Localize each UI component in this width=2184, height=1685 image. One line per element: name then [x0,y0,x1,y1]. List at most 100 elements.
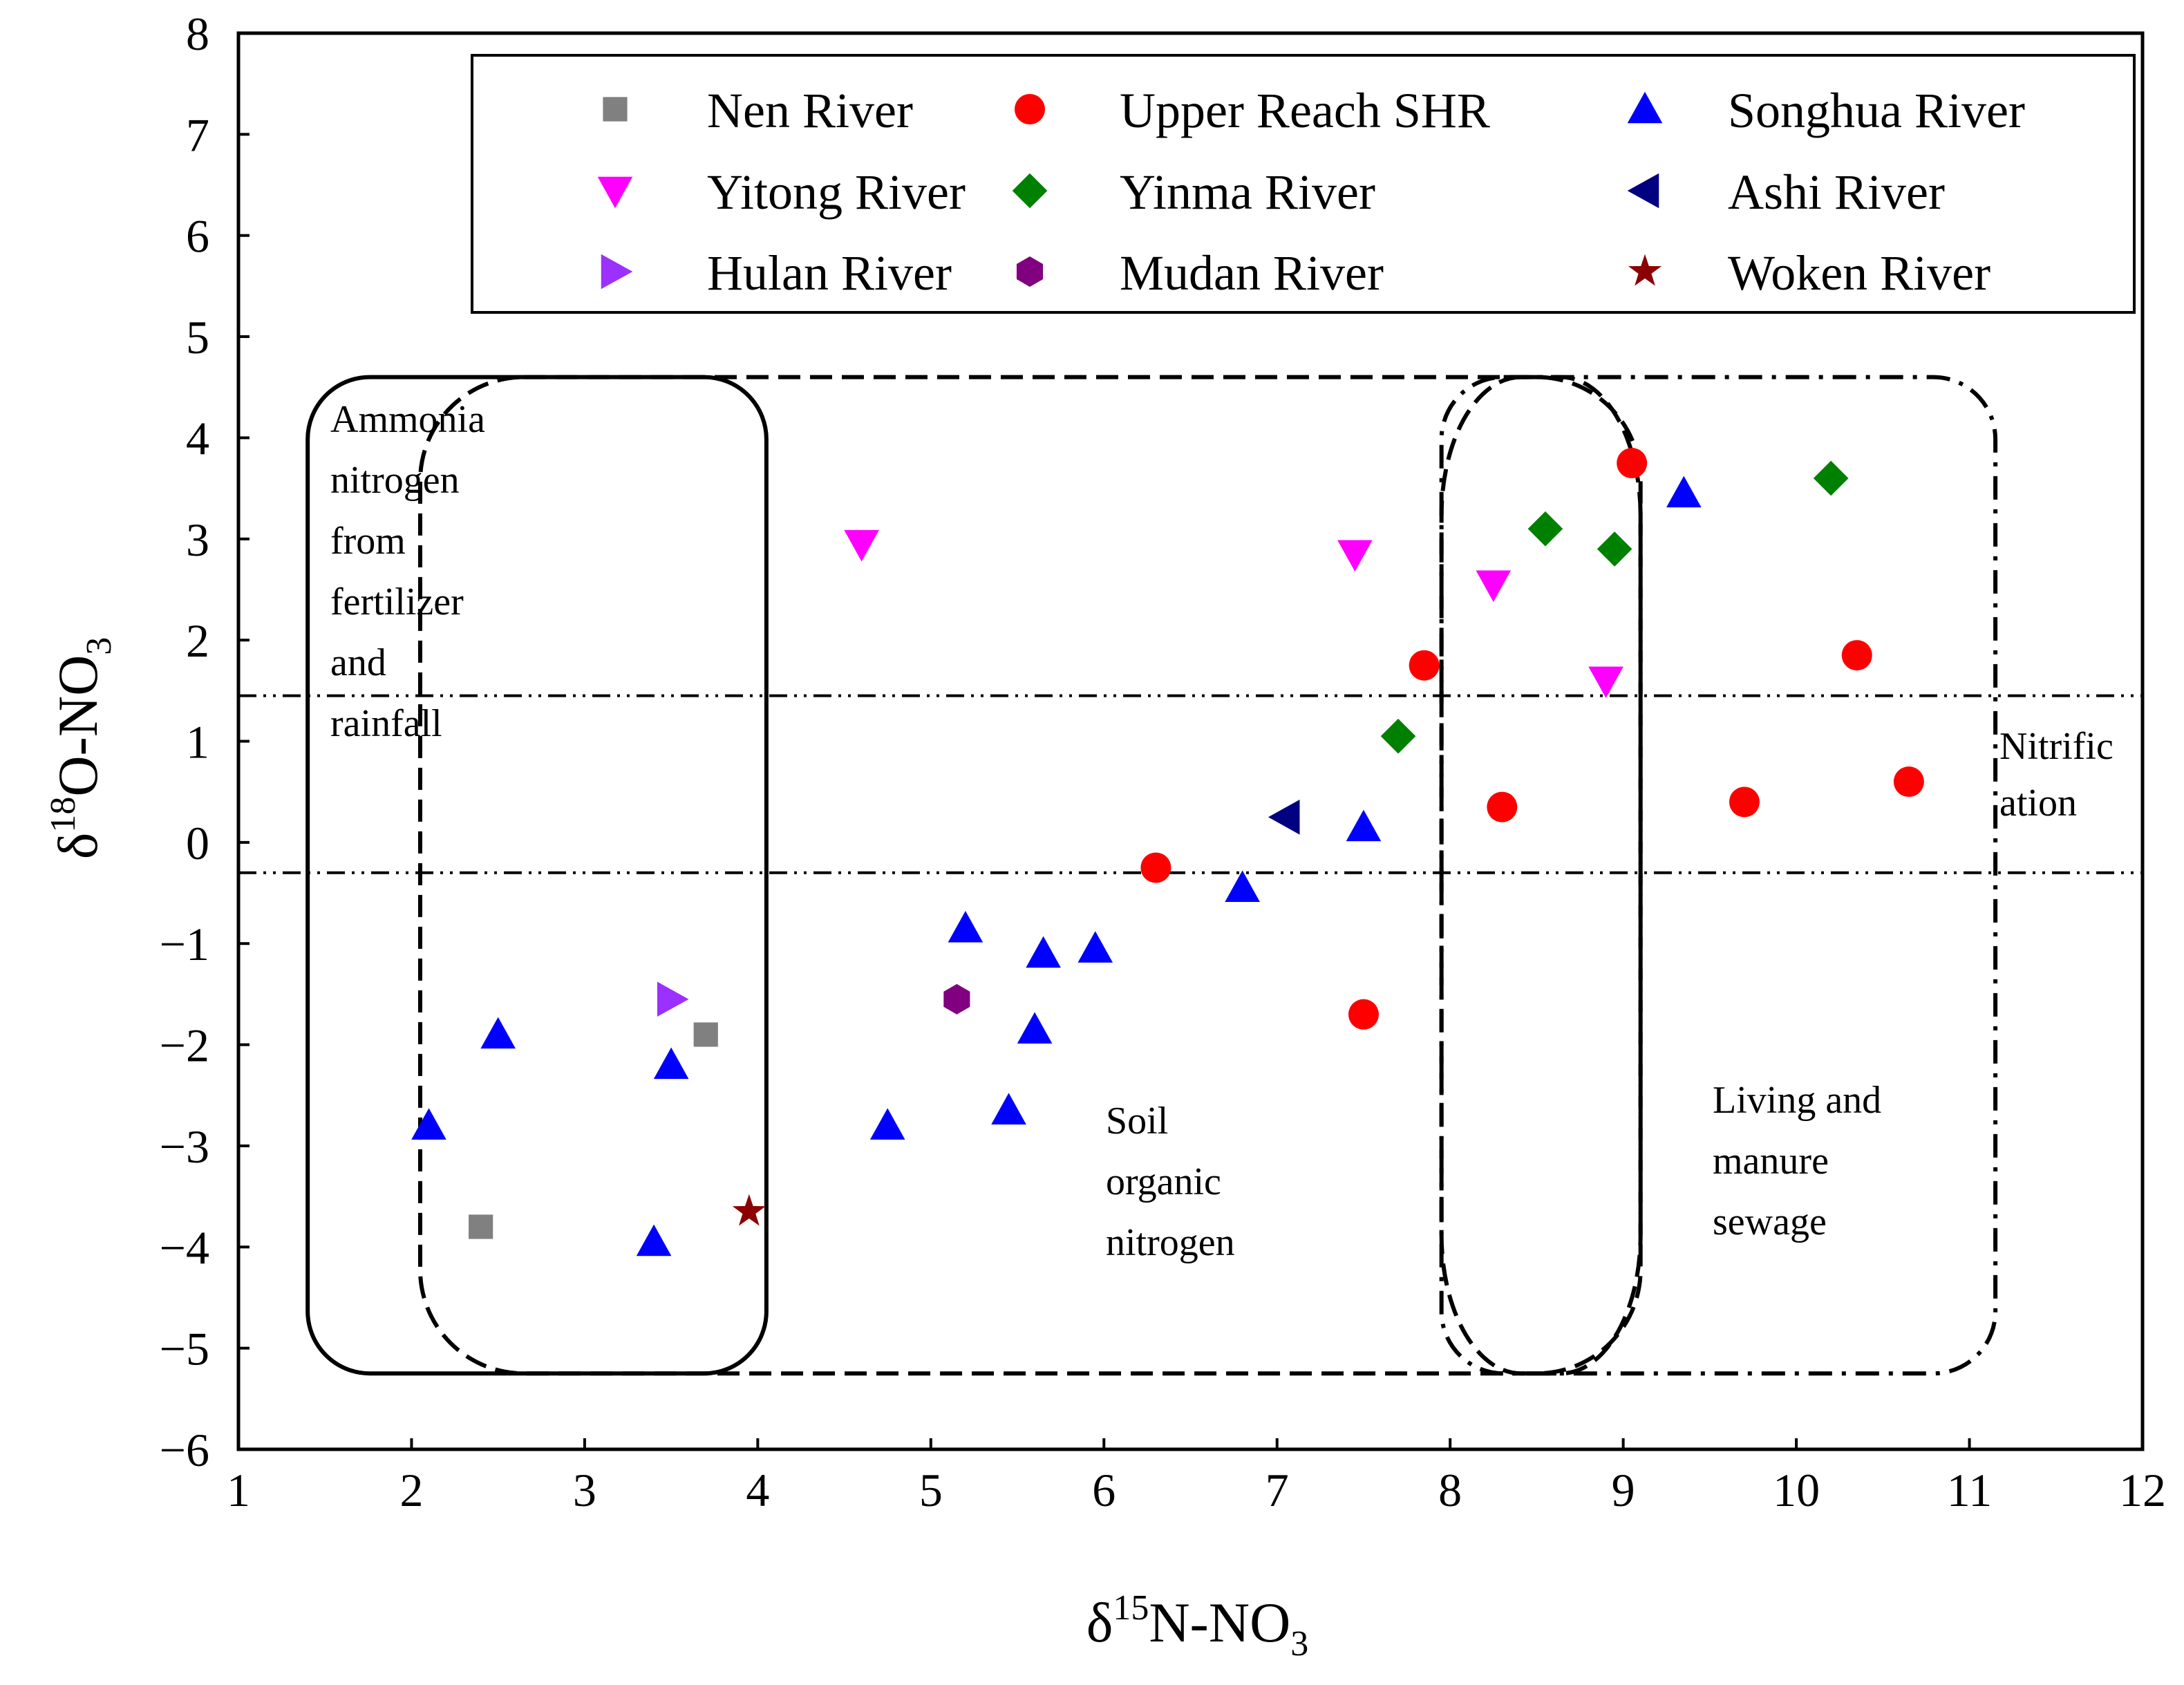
x-tick-label: 12 [2119,1464,2166,1516]
legend-marker [1015,94,1045,124]
annotation-living-line: manure [1713,1140,1829,1183]
annotation-ammonia-line: from [330,520,406,563]
legend-label: Mudan River [1120,245,1384,301]
point-songhua-river [480,1017,516,1049]
point-upper-reach-shr [1841,640,1872,671]
legend-label: Ashi River [1728,164,1945,220]
annotation-ammonia-line: rainfall [330,702,442,745]
point-songhua-river [636,1224,672,1256]
annotation-soil-line: nitrogen [1106,1221,1235,1264]
point-yitong-river [1476,570,1512,602]
point-upper-reach-shr [1487,791,1518,822]
point-songhua-river [653,1047,689,1080]
y-tick-label: 1 [186,716,209,769]
point-songhua-river [1017,1012,1053,1044]
point-songhua-river [1346,809,1382,842]
data-points [411,448,1924,1256]
reference-lines [238,694,2143,874]
annotation-nitrification-line: ation [1999,782,2077,825]
point-yinma-river [1380,718,1416,754]
legend-label: Woken River [1728,245,1990,301]
x-tick-label: 10 [1773,1464,1820,1516]
annotation-ammonia-line: nitrogen [330,459,460,502]
annotation-nitrification-line: Nitrific [1999,725,2114,768]
point-songhua-river [948,910,983,943]
y-axis-title: δ18O-NO3 [44,637,119,860]
y-tick-label: −2 [160,1019,209,1072]
legend-marker [1012,173,1048,209]
x-tick-label: 4 [746,1464,769,1516]
legend-marker [597,176,633,209]
x-tick-label: 11 [1947,1464,1992,1516]
y-tick-label: 4 [186,412,209,464]
legend-marker [1627,91,1663,124]
point-yitong-river [1337,540,1373,572]
point-woken-river [732,1194,766,1226]
y-tick-label: −3 [160,1120,209,1173]
legend-label: Nen River [707,83,913,138]
y-tick-label: 7 [186,109,209,161]
legend-marker [603,97,628,122]
point-nen-river [469,1214,493,1239]
y-tick-label: 5 [186,311,209,364]
point-songhua-river [411,1108,446,1140]
source-regions [305,375,1998,1376]
annotation-soil-line: Soil [1106,1100,1168,1142]
x-tick-label: 3 [573,1464,596,1516]
x-tick-label: 8 [1438,1464,1462,1516]
point-yinma-river [1597,531,1632,567]
region-nitrification-box [1439,375,1998,1376]
x-tick-label: 1 [227,1464,250,1516]
y-tick-label: −5 [160,1323,209,1375]
legend-label: Hulan River [707,245,952,301]
y-tick-label: 3 [186,514,209,566]
annotation-ammonia-line: fertilizer [330,581,464,623]
point-yitong-river [844,529,879,562]
x-tick-label: 9 [1612,1464,1635,1516]
point-songhua-river [1026,936,1061,968]
point-songhua-river [991,1093,1026,1124]
point-upper-reach-shr [1348,999,1379,1030]
x-tick-label: 2 [399,1464,423,1516]
point-mudan-river [943,983,970,1015]
legend-marker [1016,256,1044,287]
y-tick-label: −6 [160,1424,209,1476]
annotation-living-line: sewage [1713,1201,1827,1243]
axes: 1 2 3 4 5 6 7 8 9 10 11 12876543210−1−2−3−4−5−6δ15N… [44,8,2166,1664]
legend-label: Yinma River [1120,164,1375,220]
point-upper-reach-shr [1729,787,1760,818]
point-songhua-river [1225,870,1260,902]
x-tick-label: 6 [1092,1464,1115,1516]
region-annotations: Ammonia nitrogen from fertilizer and rainfall… [330,398,2114,1264]
legend-label: Yitong River [707,164,966,220]
point-yinma-river [1527,511,1563,547]
point-hulan-river [657,981,689,1017]
x-tick-label: 5 [919,1464,943,1516]
point-ashi-river [1268,799,1300,835]
y-tick-label: −4 [160,1221,209,1274]
legend-label: Songhua River [1728,83,2025,138]
y-tick-label: 0 [186,817,209,869]
point-upper-reach-shr [1617,448,1648,479]
legend-marker [1628,254,1662,286]
point-upper-reach-shr [1409,650,1440,681]
y-tick-label: 6 [186,210,209,263]
annotation-ammonia-line: and [330,641,386,684]
point-songhua-river [1666,476,1702,508]
region-living-oval [1439,375,1643,1376]
y-tick-label: −1 [160,918,209,970]
point-upper-reach-shr [1893,766,1924,798]
legend-box [471,54,2136,314]
point-yitong-river [1588,666,1623,698]
legend: Nen River Upper Reach SHR Songhua River Yit… [471,54,2136,314]
annotation-soil-line: organic [1106,1160,1221,1203]
y-tick-label: 2 [186,614,209,667]
x-tick-label: 7 [1265,1464,1289,1516]
y-tick-label: 8 [186,8,209,60]
point-yinma-river [1813,460,1849,496]
legend-marker [601,254,633,290]
legend-label: Upper Reach SHR [1120,83,1490,138]
x-axis-title: δ15N-NO3 [1086,1588,1309,1664]
point-songhua-river [869,1108,905,1140]
